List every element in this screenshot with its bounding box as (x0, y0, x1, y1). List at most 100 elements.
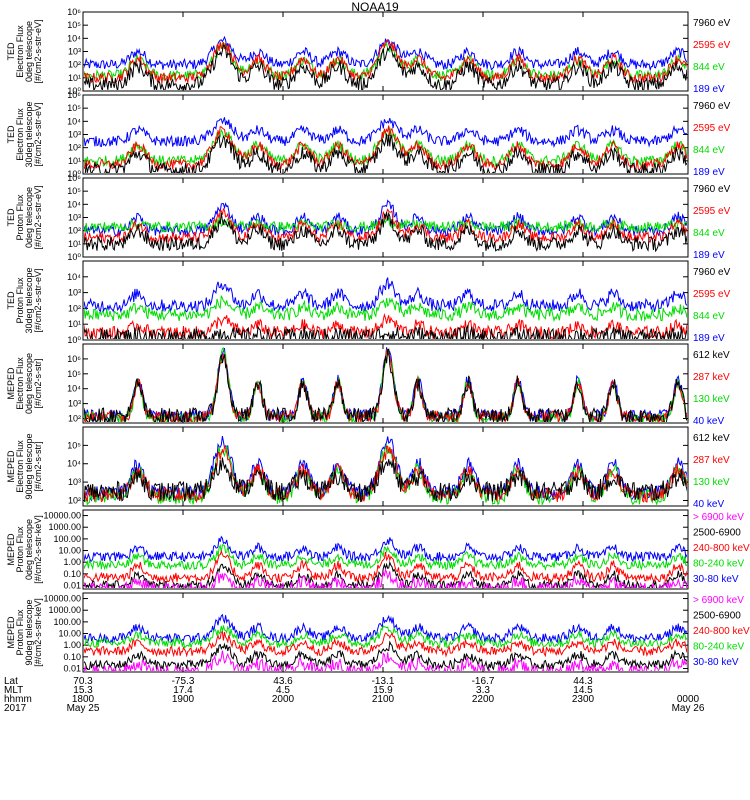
panel-2: 10⁰ 10¹ 10² 10³ 10⁴ 10⁵ 10⁶ TED Electron Flux 30d… (6, 90, 731, 179)
panel-5: 10² 10³ 10⁴ 10⁵ 10⁶ MEPED Electron Flux 0deg te… (6, 343, 730, 427)
legend-entry: 2595 eV (693, 289, 731, 300)
series-trace-black (84, 457, 687, 503)
y-axis-label: TED (6, 125, 16, 144)
series-trace-blue (84, 277, 687, 314)
legend-entry: 2595 eV (693, 206, 731, 217)
y-axis-label: Electron Flux (15, 108, 25, 161)
x-row-label: hhmm (4, 694, 32, 705)
series-trace-magenta (84, 567, 687, 588)
panel-4: 10⁰ 10¹ 10² 10³ 10⁴ TED Proton Flux 30deg teles… (6, 260, 731, 345)
legend-entry: 612 keV (693, 433, 730, 444)
legend-entry: 30-80 keV (693, 574, 739, 585)
y-tick-label: 10⁶ (67, 173, 81, 183)
y-tick-label: 0.10 (63, 652, 81, 662)
y-tick-label: 10000.00 (43, 511, 81, 521)
y-tick-label: 10³ (68, 213, 81, 223)
x-axis-value: 2300 (572, 694, 595, 705)
y-axis-label: Proton Flux (15, 194, 25, 241)
series-trace-black (84, 133, 687, 173)
trace-group (84, 199, 687, 253)
y-tick-label: 10² (68, 226, 81, 236)
y-axis-label: MEPED (6, 533, 16, 566)
legend-entry: 80-240 keV (693, 642, 744, 653)
y-axis-label: MEPED (6, 450, 16, 483)
y-axis-label: Electron Flux (15, 357, 25, 410)
y-axis-label: [#/cm2-s-str-eV] (33, 268, 43, 332)
y-axis-label: 0deg telescope (24, 21, 34, 82)
legend-entry: 844 eV (693, 228, 725, 239)
figure-title: NOAA19 (351, 0, 399, 14)
legend-entry: 2595 eV (693, 123, 731, 134)
y-axis-label: Electron Flux (15, 25, 25, 78)
x-axis-value: -13.1 (372, 676, 395, 687)
x-axis-value: -16.7 (472, 676, 495, 687)
legend-entry: 80-240 keV (693, 559, 744, 570)
legend-entry: 7960 eV (693, 184, 731, 195)
series-trace-red (84, 312, 687, 339)
series-trace-black (84, 640, 687, 671)
y-axis-label: [#/cm2-s-str-eV] (33, 19, 43, 83)
y-axis-label: TED (6, 42, 16, 61)
x-axis-value: 43.6 (273, 676, 293, 687)
y-axis-label: 90deg telescope (24, 599, 34, 665)
y-tick-label: 10.00 (58, 629, 81, 639)
legend-entry: 189 eV (693, 333, 725, 344)
x-axis-value: 4.5 (276, 685, 290, 696)
trace-group (84, 347, 687, 422)
y-tick-label: 10000.00 (43, 594, 81, 604)
legend-entry: 2595 eV (693, 40, 731, 51)
legend-entry: 130 keV (693, 394, 730, 405)
x-row-label: Lat (4, 676, 18, 687)
series-trace-black (84, 44, 687, 90)
y-tick-label: 10⁴ (67, 116, 81, 126)
legend-entry: 287 keV (693, 455, 730, 466)
legend-entry: 844 eV (693, 62, 725, 73)
y-tick-label: 10⁴ (67, 272, 81, 282)
series-trace-blue (84, 613, 687, 645)
y-tick-label: 10⁰ (67, 252, 81, 262)
y-tick-label: 10² (68, 495, 81, 505)
x-axis-value: 1900 (172, 694, 195, 705)
y-tick-label: 10⁰ (67, 169, 81, 179)
y-tick-label: 10³ (68, 288, 81, 298)
y-tick-label: 10³ (68, 47, 81, 57)
y-tick-label: 10³ (68, 130, 81, 140)
series-trace-magenta (84, 650, 687, 671)
x-axis-value: 15.3 (73, 685, 93, 696)
trace-group (84, 613, 687, 671)
x-axis-value: 70.3 (73, 676, 93, 687)
y-tick-label: 10² (68, 414, 81, 424)
panel-frame (82, 260, 689, 341)
y-tick-label: 10⁴ (67, 199, 81, 209)
y-tick-label: 10⁵ (67, 103, 81, 113)
legend-entry: 130 keV (693, 477, 730, 488)
x-axis-value: May 25 (67, 703, 100, 714)
legend-entry: 2500-6900 (693, 611, 741, 622)
series-trace-red (84, 631, 687, 658)
y-tick-label: 10⁵ (67, 186, 81, 196)
y-tick-label: 10⁰ (67, 86, 81, 96)
y-tick-label: 10¹ (68, 319, 81, 329)
series-trace-red (84, 549, 687, 584)
series-trace-green (84, 216, 687, 234)
y-axis-label: 0deg telescope (24, 519, 34, 580)
series-trace-blue (84, 535, 687, 563)
y-axis-label: 0deg telescope (24, 353, 34, 414)
y-axis-label: Proton Flux (15, 526, 25, 573)
x-row-label: MLT (4, 685, 23, 696)
panel-6: 10² 10³ 10⁴ 10⁵ MEPED Electron Flux 90deg tele… (6, 426, 730, 510)
y-axis-label: TED (6, 208, 16, 227)
y-tick-label: 10⁶ (67, 354, 81, 364)
x-axis-value: 0000 (677, 694, 700, 705)
x-axis-value: 3.3 (476, 685, 490, 696)
legend-entry: 189 eV (693, 84, 725, 95)
legend-entry: 7960 eV (693, 101, 731, 112)
y-axis-label: [#/cm2-s-str] (33, 358, 43, 408)
series-trace-green (84, 544, 687, 572)
x-axis-value: 1800 (72, 694, 95, 705)
x-axis-value: 44.3 (573, 676, 593, 687)
legend-entry: 7960 eV (693, 18, 731, 29)
legend-entry: 7960 eV (693, 267, 731, 278)
